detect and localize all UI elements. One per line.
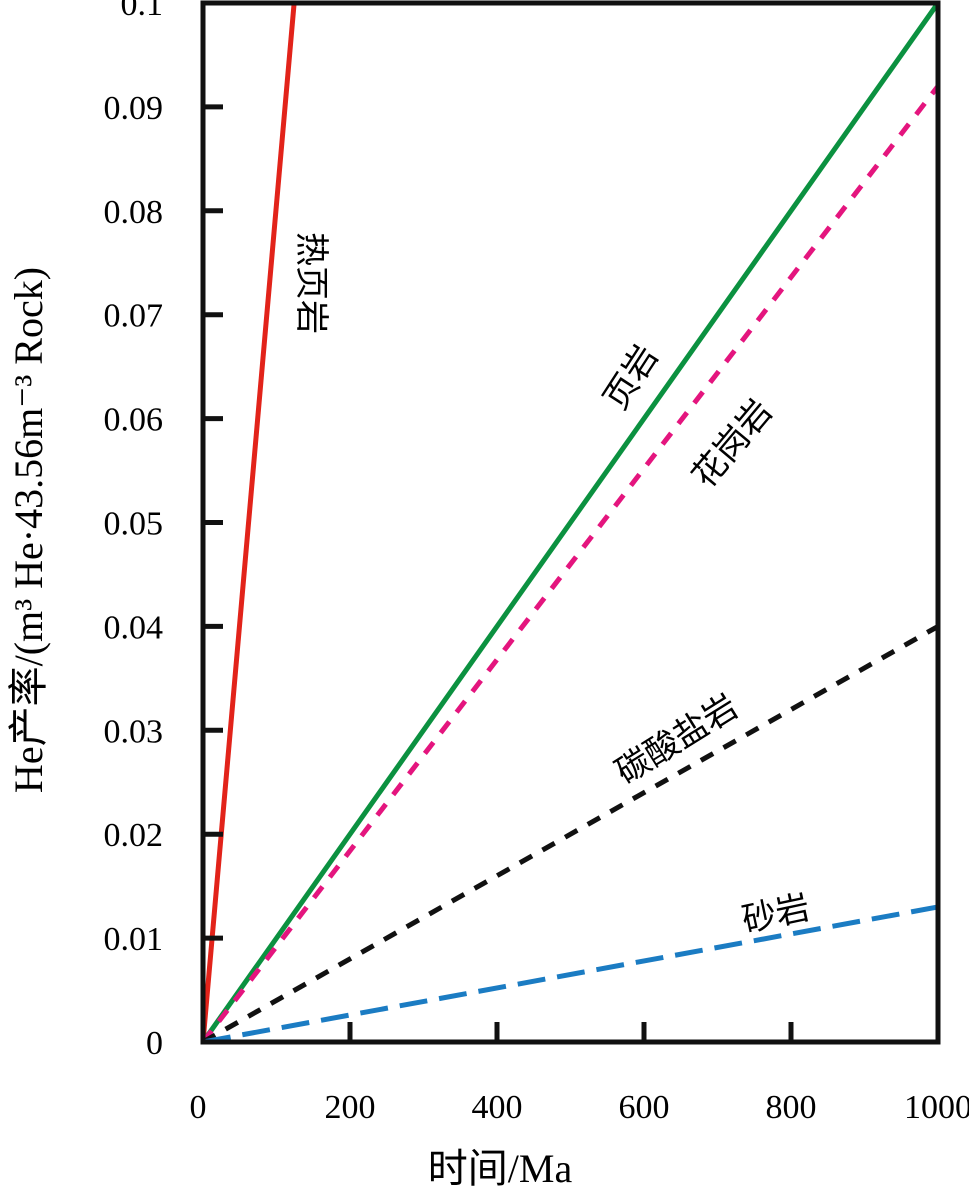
x-tick-label: 0 [190, 1089, 207, 1126]
series-label-hot-shale: 热页岩 [291, 232, 331, 334]
y-tick-label: 0.02 [104, 817, 164, 854]
series-line-2 [201, 84, 940, 1044]
y-tick-label: 0.1 [121, 0, 164, 23]
series-label-granite: 花岗岩 [684, 392, 780, 496]
series-line-0 [200, 2, 297, 1043]
series-line-4 [202, 904, 939, 1045]
y-axis-label: He产率/(m³ He·43.56m⁻³ Rock) [6, 267, 51, 793]
y-tick-label: 0.01 [104, 921, 164, 958]
y-tick-label: 0.06 [104, 402, 164, 439]
x-tick-label: 400 [472, 1089, 523, 1126]
x-tick-label: 600 [619, 1089, 670, 1126]
series-line-1 [200, 1, 941, 1044]
y-tick-label: 0.04 [104, 609, 164, 646]
x-tick-label: 200 [325, 1089, 376, 1126]
series-line-3 [201, 624, 940, 1045]
x-axis-label: 时间/Ma [428, 1146, 573, 1188]
y-tick-label: 0.05 [104, 506, 164, 543]
y-tick-label: 0 [146, 1025, 163, 1062]
series-label-carbonate: 碳酸盐岩 [609, 687, 746, 793]
y-tick-label: 0.03 [104, 713, 164, 750]
y-tick-label: 0.09 [104, 90, 164, 127]
series-lines [200, 1, 941, 1045]
y-tick-label: 0.08 [104, 194, 164, 231]
y-tick-label: 0.07 [104, 298, 164, 335]
x-tick-label: 800 [766, 1089, 817, 1126]
x-tick-label: 1000 [904, 1089, 969, 1126]
ticks: 0 0.01 0.02 0.03 0.04 0.05 0.06 0.07 0.08 0.09 0.1… [104, 0, 969, 1126]
